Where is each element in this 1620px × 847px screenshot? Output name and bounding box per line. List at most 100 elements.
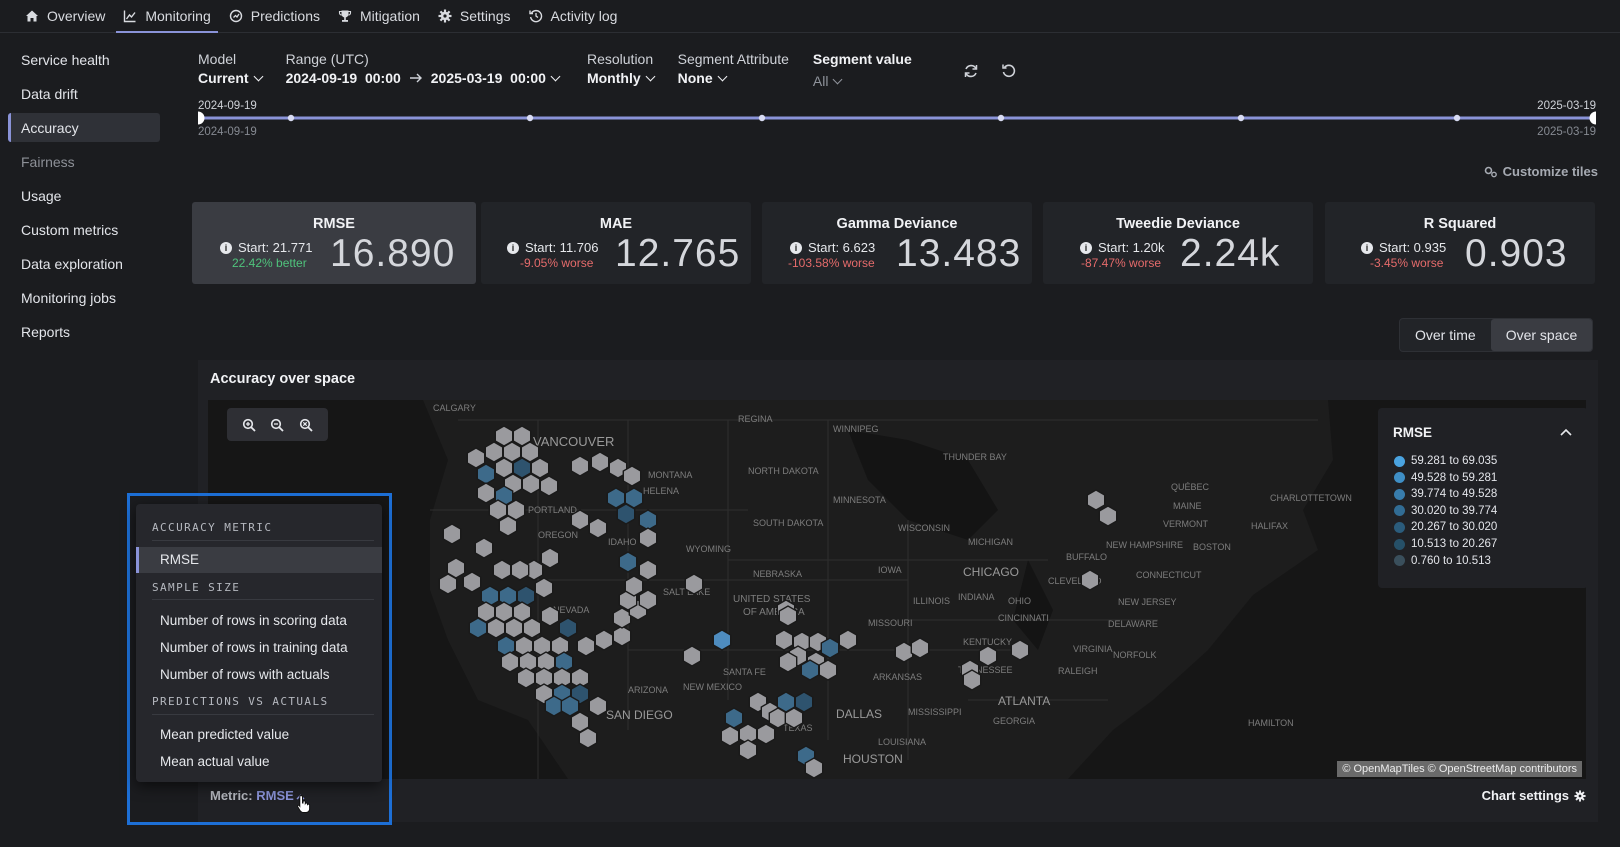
segment-value-filter[interactable]: Segment value All [813,51,912,89]
map-hexagon[interactable] [570,509,590,531]
resolution-filter[interactable]: Resolution Monthly [587,51,656,89]
metric-tile-r-squared[interactable]: R Squared i Start: 0.935 -3.45% worse 0.9… [1325,202,1595,284]
map-hexagon[interactable] [520,441,540,463]
metric-selector[interactable]: Metric: RMSE [210,788,305,803]
nav-activity-log[interactable]: Activity log [522,0,625,33]
zoom-out-icon[interactable] [270,418,285,432]
map-hexagon[interactable] [570,455,590,477]
segment-attribute-filter[interactable]: Segment Attribute None [678,51,789,89]
map-hexagon[interactable] [784,707,804,729]
over-space-button[interactable]: Over space [1490,319,1593,351]
chart-settings-button[interactable]: Chart settings [1482,788,1586,803]
nav-predictions[interactable]: Predictions [222,0,327,33]
map-canvas[interactable]: CALGARY REGINA WINNIPEG THUNDER BAY QUÉBEC CH… [208,400,1586,779]
slider-track[interactable] [198,111,1596,125]
metric-tile-rmse[interactable]: RMSE i Start: 21.771 22.42% better 16.890 [192,202,476,284]
map-hexagon[interactable] [446,557,466,579]
map-hexagon[interactable] [978,645,998,667]
map-hexagon[interactable] [624,487,644,509]
map-hexagon[interactable] [838,629,858,651]
zoom-in-icon[interactable] [242,418,256,432]
map-hexagon[interactable] [606,487,626,509]
map-hexagon[interactable] [540,605,560,627]
map-hexagon[interactable] [612,607,632,629]
sidebar-item-data-exploration[interactable]: Data exploration [21,255,123,272]
sidebar-item-custom-metrics[interactable]: Custom metrics [21,221,119,238]
map-hexagon[interactable] [570,667,590,689]
over-time-button[interactable]: Over time [1415,327,1476,343]
sidebar-item-reports[interactable]: Reports [21,323,71,340]
dropdown-item-mean-actual[interactable]: Mean actual value [160,754,270,769]
map-hexagon[interactable] [778,651,798,673]
map-hexagon[interactable] [738,739,758,761]
nav-overview[interactable]: Overview [18,0,112,33]
segment-attribute-select[interactable]: None [678,70,789,86]
map-hexagon[interactable] [578,727,598,749]
map-attribution[interactable]: © OpenMapTiles © OpenStreetMap contribut… [1337,761,1582,777]
map-hexagon[interactable] [486,617,506,639]
map-hexagon[interactable] [498,515,518,537]
map-hexagon[interactable] [1098,505,1118,527]
map-hexagon[interactable] [616,503,636,525]
map-hexagon[interactable] [539,475,559,497]
map-hexagon[interactable] [622,465,642,487]
map-hexagon[interactable] [544,695,564,717]
map-hexagon[interactable] [576,635,596,657]
map-hexagon[interactable] [588,695,608,717]
sidebar-item-service-health[interactable]: Service health [21,51,110,68]
map-hexagon[interactable] [550,635,570,657]
zoom-reset-icon[interactable] [299,418,313,432]
map-hexagon[interactable] [818,659,838,681]
map-hexagon[interactable] [638,589,658,611]
map-hexagon[interactable] [442,523,462,545]
map-hexagon[interactable] [540,547,560,569]
map-hexagon[interactable] [794,691,814,713]
sidebar-item-data-drift[interactable]: Data drift [21,85,78,102]
dropdown-item-rows-scoring[interactable]: Number of rows in scoring data [160,613,347,628]
map-hexagon[interactable] [800,659,820,681]
range-select[interactable]: 2024-09-19 00:00 2025-03-19 00:00 [286,70,561,86]
resolution-select[interactable]: Monthly [587,70,656,86]
map-hexagon[interactable] [484,441,504,463]
map-hexagon[interactable] [476,482,496,504]
map-hexagon[interactable] [724,707,744,729]
map-hexagon[interactable] [768,707,788,729]
segment-value-select[interactable]: All [813,73,912,89]
map-hexagon[interactable] [1080,569,1100,591]
map-hexagon[interactable] [820,637,840,659]
dropdown-item-rows-actuals[interactable]: Number of rows with actuals [160,667,330,682]
metric-tile-gamma-deviance[interactable]: Gamma Deviance i Start: 6.623 -103.58% wo… [762,202,1032,284]
map-hexagon[interactable] [684,573,704,595]
metric-tile-tweedie-deviance[interactable]: Tweedie Deviance i Start: 1.20k -87.47% w… [1043,202,1313,284]
map-hexagon[interactable] [558,617,578,639]
sidebar-item-usage[interactable]: Usage [21,187,62,204]
map-hexagon[interactable] [720,725,740,747]
model-filter[interactable]: Model Current [198,51,264,89]
map-hexagon[interactable] [594,629,614,651]
date-range-slider[interactable]: 2024-09-19 2025-03-19 2024-09-19 2025-03… [198,100,1596,138]
map-hexagon[interactable] [468,617,488,639]
sidebar-item-accuracy[interactable]: Accuracy [8,113,160,142]
map-hexagon[interactable] [590,451,610,473]
map-hexagon[interactable] [560,695,580,717]
map-hexagon[interactable] [506,499,526,521]
map-hexagon[interactable] [504,617,524,639]
map-hexagon[interactable] [570,711,590,733]
map-hexagon[interactable] [1010,639,1030,661]
map-hexagon[interactable] [894,641,914,663]
map-hexagon[interactable] [682,645,702,667]
nav-mitigation[interactable]: Mitigation [331,0,427,33]
map-hexagon[interactable] [500,651,520,673]
chevron-up-icon[interactable] [1560,428,1572,436]
dropdown-item-rows-training[interactable]: Number of rows in training data [160,640,348,655]
hex-map[interactable]: CALGARY REGINA WINNIPEG THUNDER BAY QUÉBEC CH… [208,400,1586,779]
map-hexagon[interactable] [516,667,536,689]
map-hexagon[interactable] [476,463,496,485]
map-hexagon[interactable] [618,551,638,573]
range-filter[interactable]: Range (UTC) 2024-09-19 00:00 2025-03-19 … [286,51,561,89]
map-hexagon[interactable] [510,559,530,581]
map-hexagon[interactable] [1086,489,1106,511]
map-hexagon[interactable] [756,723,776,745]
dropdown-item-rmse[interactable]: RMSE [160,552,200,567]
map-hexagon[interactable] [438,573,458,595]
